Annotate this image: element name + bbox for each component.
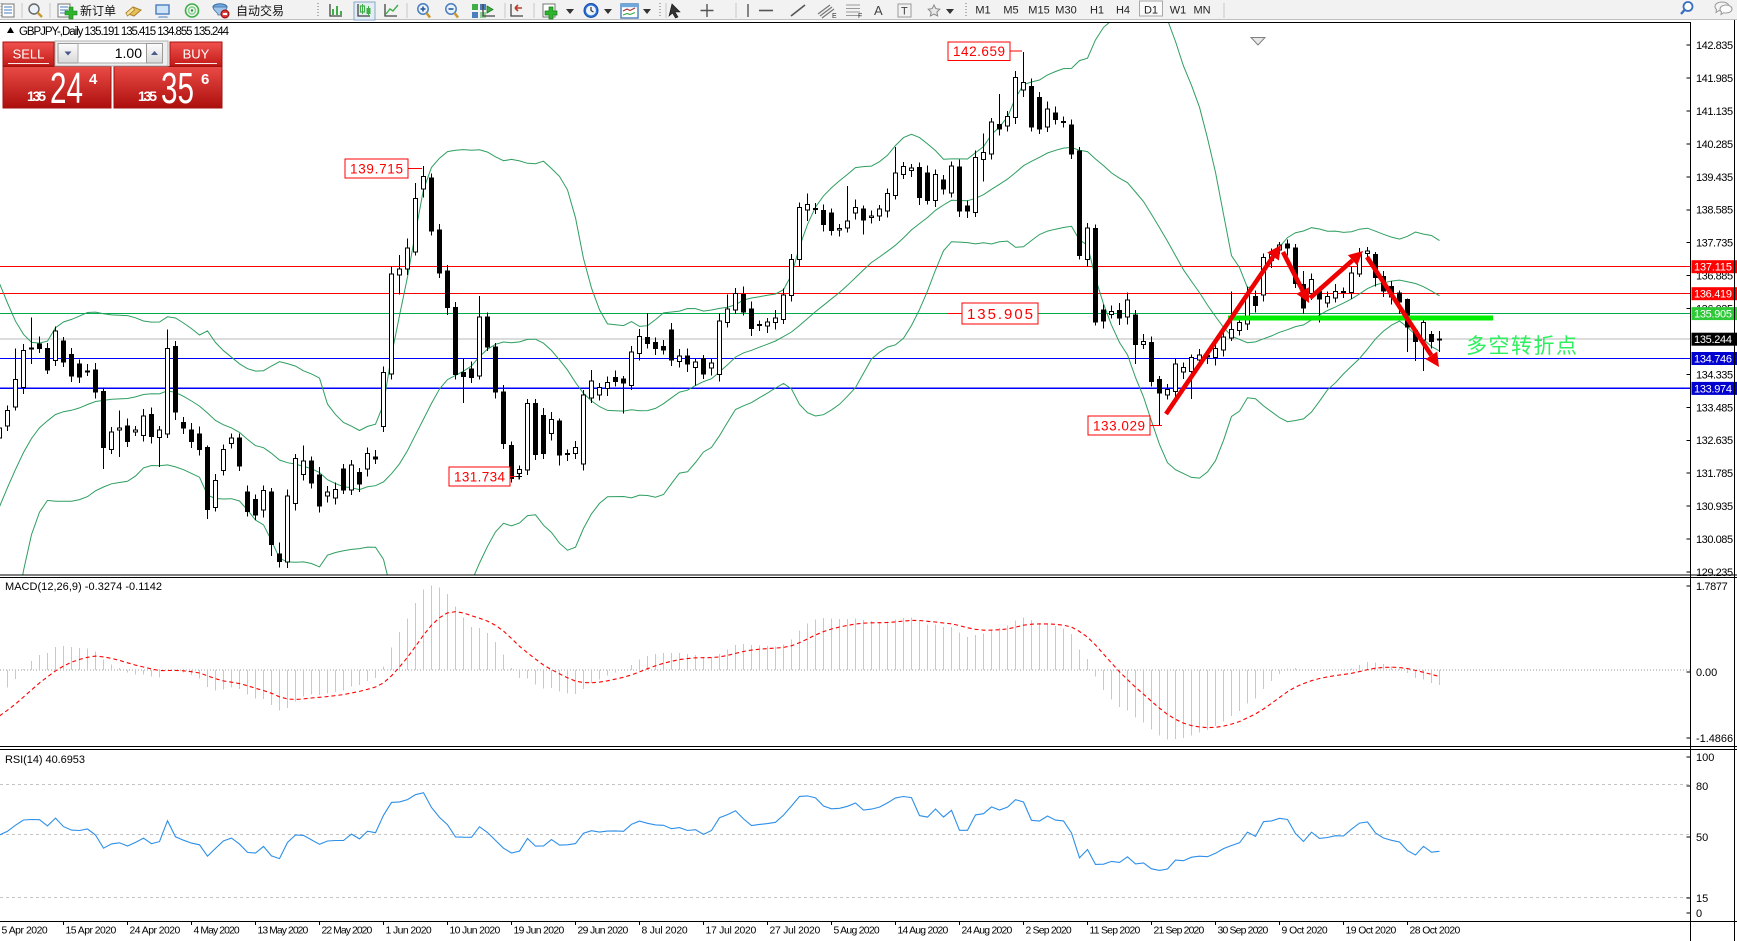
svg-text:137.735: 137.735 <box>1696 238 1733 250</box>
svg-text:129.235: 129.235 <box>1696 567 1733 579</box>
svg-text:132.635: 132.635 <box>1696 435 1733 447</box>
svg-text:141.985: 141.985 <box>1696 73 1733 85</box>
svg-text:MN: MN <box>1193 5 1210 17</box>
svg-text:134.335: 134.335 <box>1696 369 1733 381</box>
svg-text:14 Aug 2020: 14 Aug 2020 <box>898 926 949 937</box>
svg-text:19 Oct 2020: 19 Oct 2020 <box>1346 926 1397 937</box>
svg-text:27 Jul 2020: 27 Jul 2020 <box>770 926 821 937</box>
svg-text:142.835: 142.835 <box>1696 40 1733 52</box>
svg-text:M15: M15 <box>1028 5 1049 17</box>
svg-text:130.935: 130.935 <box>1696 501 1733 513</box>
svg-text:10 Jun 2020: 10 Jun 2020 <box>450 926 501 937</box>
svg-text:19 Jun 2020: 19 Jun 2020 <box>514 926 565 937</box>
svg-text:SELL: SELL <box>13 47 45 62</box>
svg-text:22 May 2020: 22 May 2020 <box>322 926 373 937</box>
svg-text:80: 80 <box>1696 781 1708 793</box>
svg-text:M30: M30 <box>1055 5 1076 17</box>
svg-text:136.419: 136.419 <box>1694 289 1732 301</box>
svg-text:新订单: 新订单 <box>80 3 116 18</box>
svg-text:11 Sep 2020: 11 Sep 2020 <box>1090 926 1141 937</box>
svg-text:136.885: 136.885 <box>1696 271 1733 283</box>
svg-text:133.029: 133.029 <box>1093 418 1145 433</box>
svg-text:M1: M1 <box>975 5 990 17</box>
svg-text:BUY: BUY <box>183 47 210 62</box>
svg-text:135: 135 <box>138 88 157 104</box>
svg-text:50: 50 <box>1696 832 1708 844</box>
svg-text:1.00: 1.00 <box>115 45 142 61</box>
svg-text:139.715: 139.715 <box>350 161 403 176</box>
svg-text:133.974: 133.974 <box>1694 383 1732 395</box>
svg-text:131.734: 131.734 <box>454 469 505 484</box>
svg-text:8 Jul 2020: 8 Jul 2020 <box>642 926 688 937</box>
svg-text:F: F <box>858 13 862 20</box>
svg-text:H1: H1 <box>1090 5 1104 17</box>
svg-text:1.7877: 1.7877 <box>1696 581 1728 593</box>
svg-text:135.244: 135.244 <box>1694 334 1732 346</box>
svg-text:133.485: 133.485 <box>1696 402 1733 414</box>
svg-text:5 Aug 2020: 5 Aug 2020 <box>834 926 880 937</box>
svg-text:139.435: 139.435 <box>1696 172 1733 184</box>
svg-text:13 May 2020: 13 May 2020 <box>258 926 309 937</box>
svg-text:T: T <box>901 6 908 18</box>
svg-text:131.785: 131.785 <box>1696 468 1733 480</box>
svg-text:W1: W1 <box>1170 5 1187 17</box>
svg-text:29 Jun 2020: 29 Jun 2020 <box>578 926 629 937</box>
svg-text:24 Aug 2020: 24 Aug 2020 <box>962 926 1013 937</box>
svg-text:E: E <box>832 13 837 20</box>
svg-text:130.085: 130.085 <box>1696 534 1733 546</box>
svg-text:21 Sep 2020: 21 Sep 2020 <box>1154 926 1205 937</box>
svg-text:141.135: 141.135 <box>1696 106 1733 118</box>
svg-text:0.00: 0.00 <box>1696 667 1717 679</box>
svg-text:30 Sep 2020: 30 Sep 2020 <box>1218 926 1269 937</box>
svg-text:6: 6 <box>201 71 209 88</box>
svg-text:5 Apr 2020: 5 Apr 2020 <box>2 926 48 937</box>
svg-text:35: 35 <box>161 64 194 113</box>
svg-text:D1: D1 <box>1144 5 1158 17</box>
svg-text:-1.4866: -1.4866 <box>1696 733 1733 745</box>
svg-text:28 Oct 2020: 28 Oct 2020 <box>1410 926 1461 937</box>
svg-text:24 Apr 2020: 24 Apr 2020 <box>130 926 181 937</box>
svg-text:100: 100 <box>1696 752 1714 764</box>
svg-text:138.585: 138.585 <box>1696 205 1733 217</box>
svg-text:多空转折点: 多空转折点 <box>1466 335 1579 358</box>
svg-text:140.285: 140.285 <box>1696 139 1733 151</box>
svg-text:2 Sep 2020: 2 Sep 2020 <box>1026 926 1072 937</box>
svg-text:17 Jul 2020: 17 Jul 2020 <box>706 926 757 937</box>
svg-text:自动交易: 自动交易 <box>236 3 284 18</box>
svg-text:A: A <box>874 3 883 18</box>
svg-text:142.659: 142.659 <box>953 44 1005 59</box>
svg-text:0: 0 <box>1696 908 1702 920</box>
svg-text:24: 24 <box>50 64 83 113</box>
svg-text:15: 15 <box>1696 893 1708 905</box>
svg-text:GBPJPY-,Daily 135.191 135.415: GBPJPY-,Daily 135.191 135.415 134.855 13… <box>19 26 230 38</box>
svg-text:4: 4 <box>89 71 98 88</box>
svg-text:M5: M5 <box>1003 5 1018 17</box>
svg-text:RSI(14) 40.6953: RSI(14) 40.6953 <box>5 754 85 766</box>
svg-text:1 Jun 2020: 1 Jun 2020 <box>386 926 432 937</box>
svg-text:MACD(12,26,9) -0.3274 -0.1142: MACD(12,26,9) -0.3274 -0.1142 <box>5 581 162 593</box>
svg-text:137.115: 137.115 <box>1694 262 1732 274</box>
svg-text:135: 135 <box>27 88 46 104</box>
svg-text:15 Apr 2020: 15 Apr 2020 <box>66 926 117 937</box>
svg-text:H4: H4 <box>1116 5 1130 17</box>
svg-text:9 Oct 2020: 9 Oct 2020 <box>1282 926 1328 937</box>
svg-text:135.905: 135.905 <box>1694 309 1732 321</box>
svg-text:134.746: 134.746 <box>1694 354 1732 366</box>
svg-text:135.905: 135.905 <box>967 306 1033 323</box>
svg-text:4 May 2020: 4 May 2020 <box>194 926 240 937</box>
